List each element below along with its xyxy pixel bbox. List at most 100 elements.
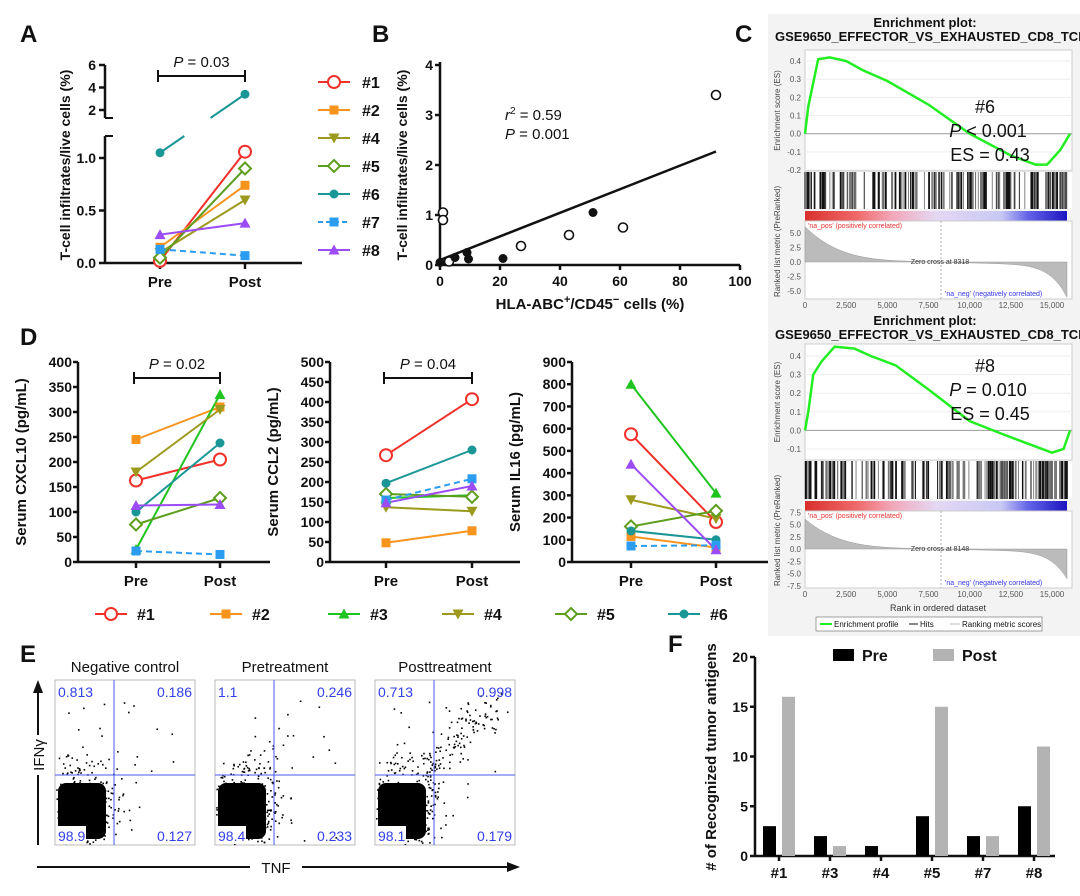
event-dot — [88, 779, 91, 782]
y-tick-label: 0.5 — [77, 203, 97, 219]
event-dot — [237, 791, 239, 794]
event-dot — [254, 735, 257, 738]
bar-Pre-#3 — [814, 836, 827, 856]
event-dot — [411, 819, 414, 822]
event-dot — [401, 783, 404, 786]
event-dot — [232, 792, 234, 795]
event-dot — [69, 792, 72, 794]
event-dot — [241, 811, 244, 814]
event-dot — [414, 804, 416, 807]
event-dot — [79, 822, 82, 825]
y-tick-label: -0.1 — [787, 445, 801, 454]
event-dot — [432, 788, 434, 791]
event-dot — [220, 788, 223, 791]
event-dot — [429, 771, 431, 773]
event-dot — [459, 761, 462, 763]
event-dot — [427, 758, 430, 761]
event-dot — [91, 797, 94, 800]
event-dot — [484, 715, 486, 717]
event-dot — [245, 789, 247, 791]
event-dot — [104, 800, 106, 803]
event-dot — [103, 826, 106, 829]
series-line-#6 — [630, 529, 717, 541]
legend-marker-#2 — [329, 105, 339, 115]
event-dot — [257, 812, 259, 815]
x-label-sup: + — [564, 294, 570, 306]
event-dot — [79, 795, 81, 798]
event-dot — [235, 813, 238, 815]
event-dot — [65, 799, 68, 801]
event-dot — [224, 815, 227, 818]
event-dot — [110, 792, 113, 795]
y-tick-label: 0 — [558, 554, 566, 570]
event-dot — [303, 840, 306, 842]
event-dot — [449, 767, 451, 770]
event-dot — [254, 814, 256, 817]
event-dot — [76, 818, 79, 821]
event-dot — [225, 824, 227, 826]
event-dot — [436, 746, 438, 749]
bar-Pre-#5 — [916, 816, 929, 856]
data-point-pre-#8 — [380, 497, 392, 508]
event-dot — [221, 803, 224, 805]
event-dot — [234, 811, 237, 814]
event-dot — [403, 742, 406, 745]
event-dot — [63, 789, 66, 791]
event-dot — [394, 772, 397, 774]
event-dot — [91, 817, 94, 819]
event-dot — [399, 810, 402, 813]
event-dot — [418, 789, 421, 792]
quadrant-label-bg — [376, 826, 406, 844]
event-dot — [382, 797, 385, 799]
event-dot — [105, 782, 108, 785]
event-dot — [111, 787, 114, 790]
es-plot-area — [804, 343, 1073, 461]
event-dot — [99, 810, 102, 813]
event-dot — [263, 767, 265, 769]
event-dot — [429, 842, 431, 844]
event-dot — [389, 785, 392, 788]
data-point-open — [617, 222, 629, 233]
event-dot — [398, 812, 400, 815]
event-dot — [415, 796, 418, 799]
event-dot — [78, 811, 81, 814]
event-dot — [247, 769, 250, 772]
event-dot — [389, 816, 392, 819]
event-dot — [422, 762, 425, 765]
legend-marker-#3 — [338, 608, 350, 619]
y-tick-label: 0.4 — [790, 352, 802, 361]
metric-axis-label: Ranked list metric (PreRanked) — [773, 186, 782, 297]
event-dot — [70, 795, 73, 797]
event-dot — [400, 712, 403, 714]
event-dot — [264, 818, 267, 820]
event-dot — [235, 819, 238, 822]
event-dot — [469, 741, 472, 744]
event-dot — [496, 717, 499, 720]
event-dot — [98, 819, 101, 822]
event-dot — [480, 695, 483, 698]
event-dot — [440, 827, 442, 830]
event-dot — [411, 801, 414, 803]
event-dot — [259, 754, 262, 756]
x-tick-label: #4 — [873, 865, 890, 882]
event-dot — [103, 792, 105, 795]
event-dot — [381, 809, 383, 811]
event-dot — [76, 759, 78, 761]
event-dot — [387, 798, 390, 800]
event-dot — [78, 818, 81, 820]
event-dot — [438, 767, 441, 770]
gsea-legend-box — [815, 616, 1043, 632]
event-dot — [384, 812, 387, 815]
event-dot — [78, 807, 81, 810]
event-dot — [414, 787, 416, 790]
y-tick-label: 700 — [543, 398, 567, 414]
event-dot — [407, 807, 410, 810]
event-dot — [411, 785, 414, 787]
event-dot — [434, 803, 436, 806]
event-dot — [73, 782, 75, 784]
event-dot — [80, 772, 82, 774]
event-dot — [389, 814, 392, 816]
event-dot — [234, 822, 236, 824]
event-dot — [421, 784, 423, 787]
event-dot — [404, 807, 407, 809]
